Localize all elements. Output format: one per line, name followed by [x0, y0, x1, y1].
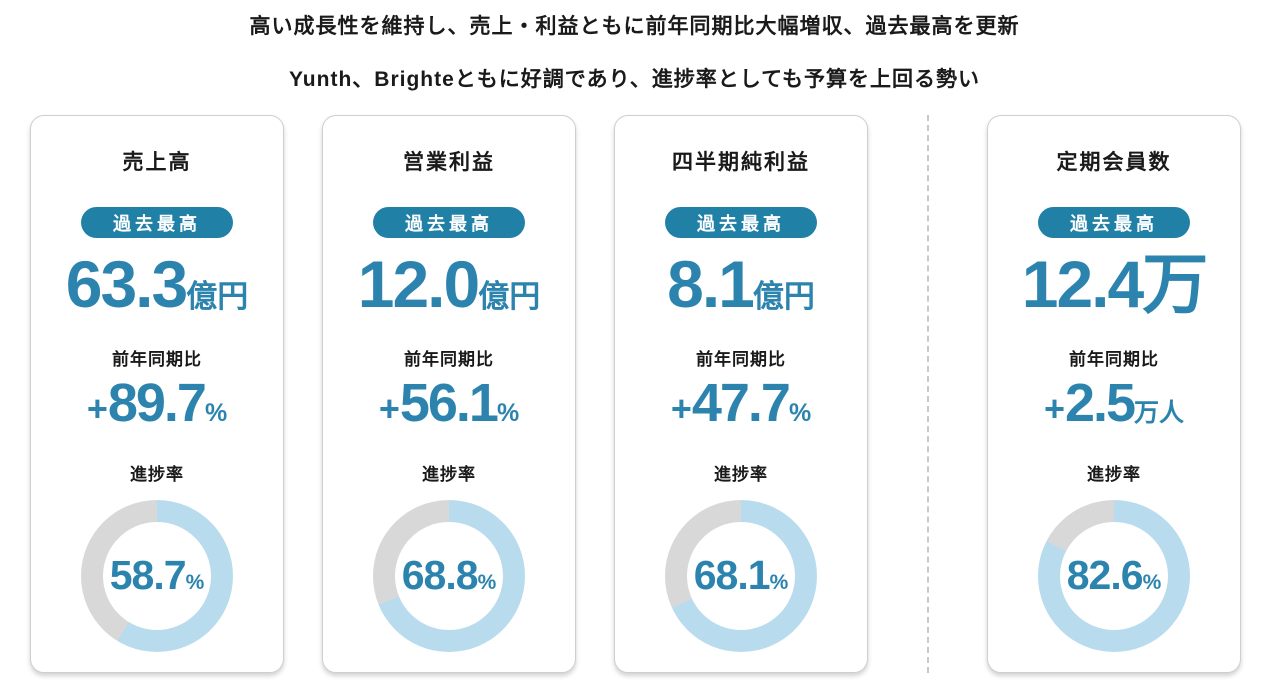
headline-line2: Yunth、Brighteともに好調であり、進捗率としても予算を上回る勢い	[288, 68, 981, 91]
yoy-number: 2.5	[1064, 372, 1136, 433]
kpi-value-number: 63.3	[65, 247, 188, 321]
record-high-badge: 過去最高	[665, 207, 817, 238]
yoy-label: 前年同期比	[112, 349, 202, 369]
progress-number: 68.8	[401, 552, 479, 599]
kpi-value: 8.1億円	[615, 248, 867, 321]
yoy-label: 前年同期比	[696, 349, 786, 369]
record-high-badge: 過去最高	[373, 207, 525, 238]
record-high-badge: 過去最高	[1038, 207, 1190, 238]
progress-donut-chart: 58.7%	[81, 499, 233, 652]
kpi-cards-row: 売上高 過去最高 63.3億円 前年同期比 +89.7% 進捗率 58.7% 営…	[30, 115, 1241, 673]
kpi-value-number: 12.4万	[1021, 247, 1208, 321]
progress-number: 58.7	[109, 552, 187, 599]
yoy-value: +2.5万人	[988, 372, 1240, 434]
badge-label: 過去最高	[1070, 213, 1158, 234]
kpi-value-number: 8.1	[667, 247, 755, 321]
progress-label: 進捗率	[714, 464, 768, 484]
progress-donut-chart: 82.6%	[1038, 499, 1190, 652]
progress-value: 58.7%	[110, 555, 205, 596]
dashed-section-divider	[927, 115, 929, 673]
progress-unit: %	[1142, 571, 1162, 595]
card-title: 売上高	[122, 151, 192, 174]
progress-value: 68.1%	[694, 555, 789, 596]
yoy-label: 前年同期比	[404, 349, 494, 369]
yoy-number: 56.1	[399, 372, 499, 433]
yoy-value: +47.7%	[615, 372, 867, 434]
kpi-value: 12.0億円	[323, 248, 575, 321]
progress-donut-chart: 68.1%	[665, 499, 817, 652]
kpi-card-revenue: 売上高 過去最高 63.3億円 前年同期比 +89.7% 進捗率 58.7%	[30, 115, 284, 673]
card-title: 営業利益	[403, 151, 495, 174]
kpi-card-subscribers: 定期会員数 過去最高 12.4万 前年同期比 +2.5万人 進捗率 82.6%	[987, 115, 1241, 673]
yoy-sign: +	[670, 387, 692, 429]
yoy-sign: +	[1043, 387, 1065, 429]
kpi-value: 12.4万	[988, 248, 1240, 321]
progress-unit: %	[769, 571, 789, 595]
progress-value: 68.8%	[402, 555, 497, 596]
badge-label: 過去最高	[405, 213, 493, 234]
yoy-unit: 万人	[1134, 398, 1185, 427]
yoy-number: 89.7	[107, 372, 207, 433]
yoy-unit: %	[204, 398, 228, 427]
kpi-value-unit: 億円	[478, 279, 541, 314]
progress-number: 82.6	[1066, 552, 1144, 599]
kpi-value-number: 12.0	[357, 247, 480, 321]
kpi-value-unit: 億円	[752, 279, 815, 314]
card-title: 四半期純利益	[672, 151, 810, 174]
badge-label: 過去最高	[113, 213, 201, 234]
progress-donut-chart: 68.8%	[373, 499, 525, 652]
yoy-unit: %	[788, 398, 812, 427]
slide-header: 高い成長性を維持し、売上・利益ともに前年同期比大幅増収、過去最高を更新 Yunt…	[0, 0, 1269, 93]
kpi-card-operating-profit: 営業利益 過去最高 12.0億円 前年同期比 +56.1% 進捗率 68.8%	[322, 115, 576, 673]
badge-label: 過去最高	[697, 213, 785, 234]
kpi-value-unit: 億円	[186, 279, 249, 314]
progress-label: 進捗率	[422, 464, 476, 484]
yoy-sign: +	[378, 387, 400, 429]
record-high-badge: 過去最高	[81, 207, 233, 238]
kpi-value: 63.3億円	[31, 248, 283, 321]
progress-unit: %	[185, 571, 205, 595]
yoy-number: 47.7	[691, 372, 791, 433]
progress-label: 進捗率	[1087, 464, 1141, 484]
yoy-value: +56.1%	[323, 372, 575, 434]
progress-value: 82.6%	[1067, 555, 1162, 596]
progress-unit: %	[477, 571, 497, 595]
headline-line1: 高い成長性を維持し、売上・利益ともに前年同期比大幅増収、過去最高を更新	[249, 15, 1020, 38]
progress-number: 68.1	[693, 552, 771, 599]
yoy-value: +89.7%	[31, 372, 283, 434]
kpi-card-quarterly-net-profit: 四半期純利益 過去最高 8.1億円 前年同期比 +47.7% 進捗率 68.1%	[614, 115, 868, 673]
progress-label: 進捗率	[130, 464, 184, 484]
card-title: 定期会員数	[1056, 151, 1172, 174]
yoy-sign: +	[86, 387, 108, 429]
yoy-label: 前年同期比	[1069, 349, 1159, 369]
yoy-unit: %	[496, 398, 520, 427]
